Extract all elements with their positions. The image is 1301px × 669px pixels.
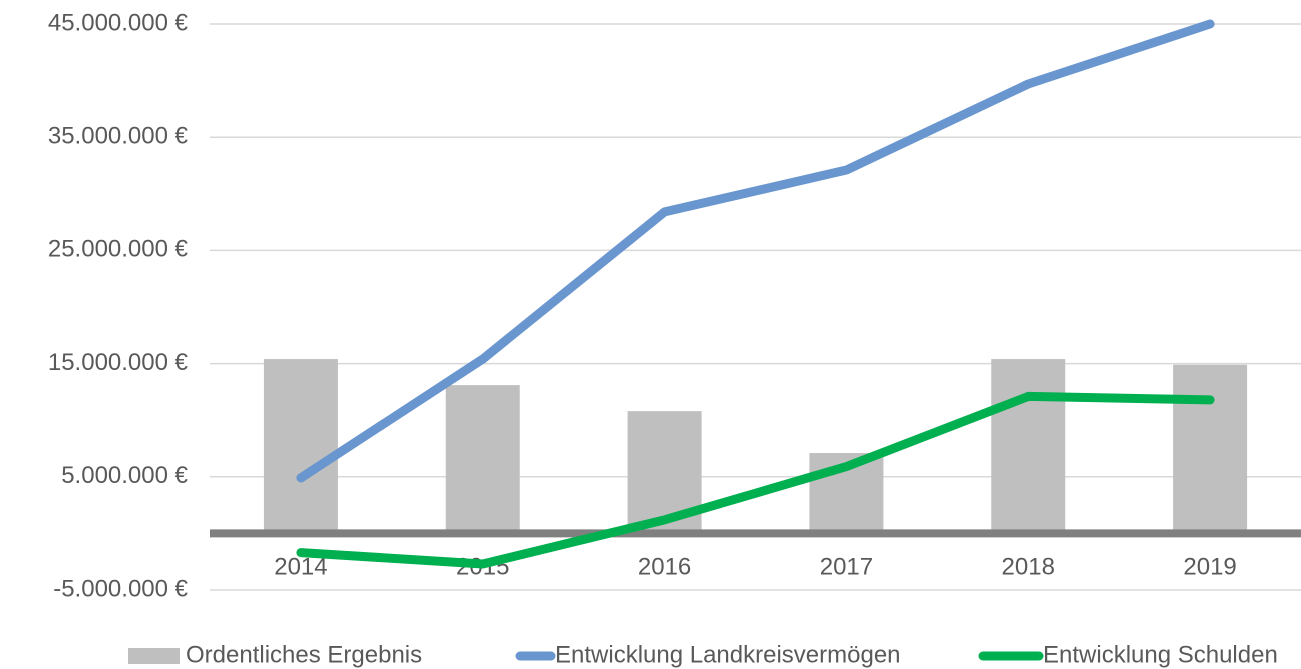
y-tick-label: 5.000.000 € xyxy=(61,462,188,489)
x-tick-label: 2016 xyxy=(638,553,691,580)
bar xyxy=(991,359,1066,534)
bar xyxy=(263,359,338,534)
legend-label: Ordentliches Ergebnis xyxy=(186,641,422,668)
legend-label: Entwicklung Schulden xyxy=(1043,641,1278,668)
x-tick-label: 2019 xyxy=(1183,553,1236,580)
x-tick-label: 2017 xyxy=(820,553,873,580)
x-tick-label: 2018 xyxy=(1002,553,1055,580)
line xyxy=(296,391,1215,569)
bar xyxy=(445,385,520,534)
legend-label: Entwicklung Landkreisvermögen xyxy=(555,641,901,668)
line xyxy=(296,19,1215,483)
y-tick-label: 45.000.000 € xyxy=(48,9,189,36)
bar xyxy=(1173,364,1248,534)
y-tick-label: 25.000.000 € xyxy=(48,236,189,263)
legend-swatch xyxy=(128,648,180,664)
y-tick-label: -5.000.000 € xyxy=(53,575,188,602)
y-tick-label: 35.000.000 € xyxy=(48,123,189,150)
y-tick-label: 15.000.000 € xyxy=(48,349,189,376)
